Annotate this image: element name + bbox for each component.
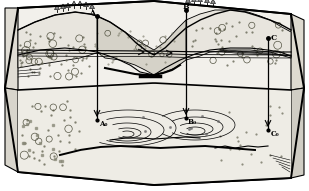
Text: B₀: B₀: [188, 118, 197, 126]
Polygon shape: [291, 14, 304, 90]
Polygon shape: [97, 16, 186, 75]
Polygon shape: [18, 12, 110, 68]
Polygon shape: [291, 88, 304, 178]
Polygon shape: [197, 0, 202, 2]
Polygon shape: [5, 1, 304, 185]
Polygon shape: [90, 4, 95, 9]
Polygon shape: [18, 83, 291, 185]
Polygon shape: [5, 8, 18, 90]
Polygon shape: [61, 4, 66, 9]
Text: A₀: A₀: [99, 120, 108, 128]
Polygon shape: [66, 3, 70, 8]
Polygon shape: [186, 10, 291, 60]
Polygon shape: [54, 5, 60, 10]
Polygon shape: [78, 1, 83, 6]
Polygon shape: [192, 0, 197, 2]
Text: B: B: [183, 3, 189, 11]
Polygon shape: [71, 1, 77, 6]
Polygon shape: [210, 0, 215, 4]
Polygon shape: [185, 0, 191, 2]
Text: A: A: [89, 9, 95, 17]
Polygon shape: [205, 0, 210, 2]
Polygon shape: [5, 88, 18, 172]
Text: C: C: [271, 34, 277, 42]
Text: C₀: C₀: [271, 130, 280, 138]
Polygon shape: [83, 2, 88, 6]
